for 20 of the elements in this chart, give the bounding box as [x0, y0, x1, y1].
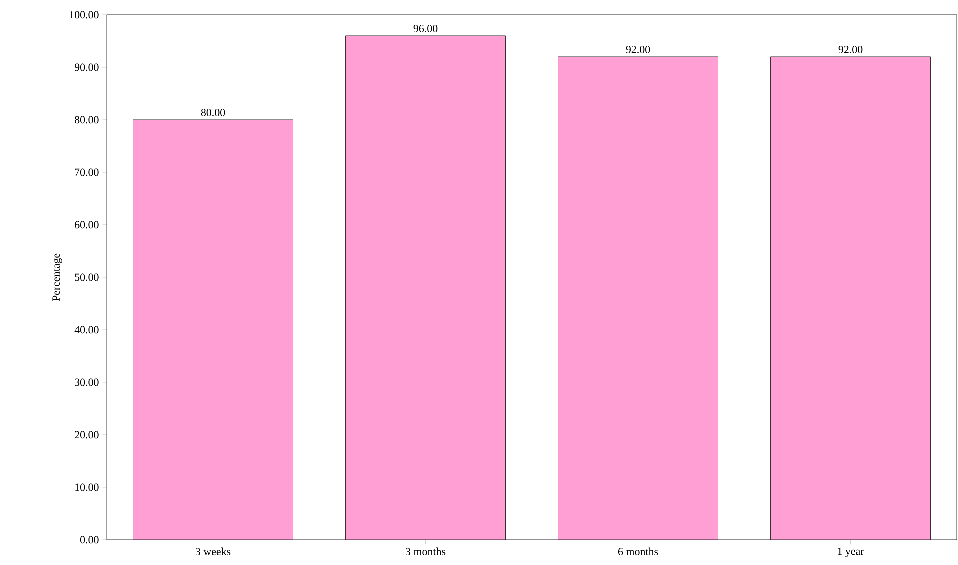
y-tick-label: 20.00	[75, 431, 99, 439]
y-tick-label: 50.00	[75, 274, 99, 282]
x-tick-label: 3 months	[406, 548, 446, 556]
x-tick-label: 1 year	[838, 548, 864, 558]
y-tick-label: 80.00	[75, 116, 99, 124]
y-tick-label: 30.00	[75, 378, 99, 386]
y-axis-title: Percentage	[52, 254, 62, 302]
y-tick-label: 90.00	[74, 64, 99, 72]
x-tick-label: 3 weeks	[196, 548, 231, 556]
y-tick-label: 0.00	[80, 536, 99, 544]
data-label: 92.00	[626, 46, 650, 54]
y-tick-label: 10.00	[76, 484, 99, 492]
y-tick-label: 70.00	[75, 168, 99, 176]
y-tick-label: 40.00	[74, 326, 99, 334]
x-tick-label: 6 months	[618, 548, 658, 556]
data-label: 96.00	[414, 25, 438, 32]
data-label: 80.00	[201, 109, 226, 116]
y-tick-label: 100.00	[70, 11, 99, 19]
data-label: 92.00	[838, 46, 863, 54]
y-tick-label: 60.00	[75, 221, 99, 229]
